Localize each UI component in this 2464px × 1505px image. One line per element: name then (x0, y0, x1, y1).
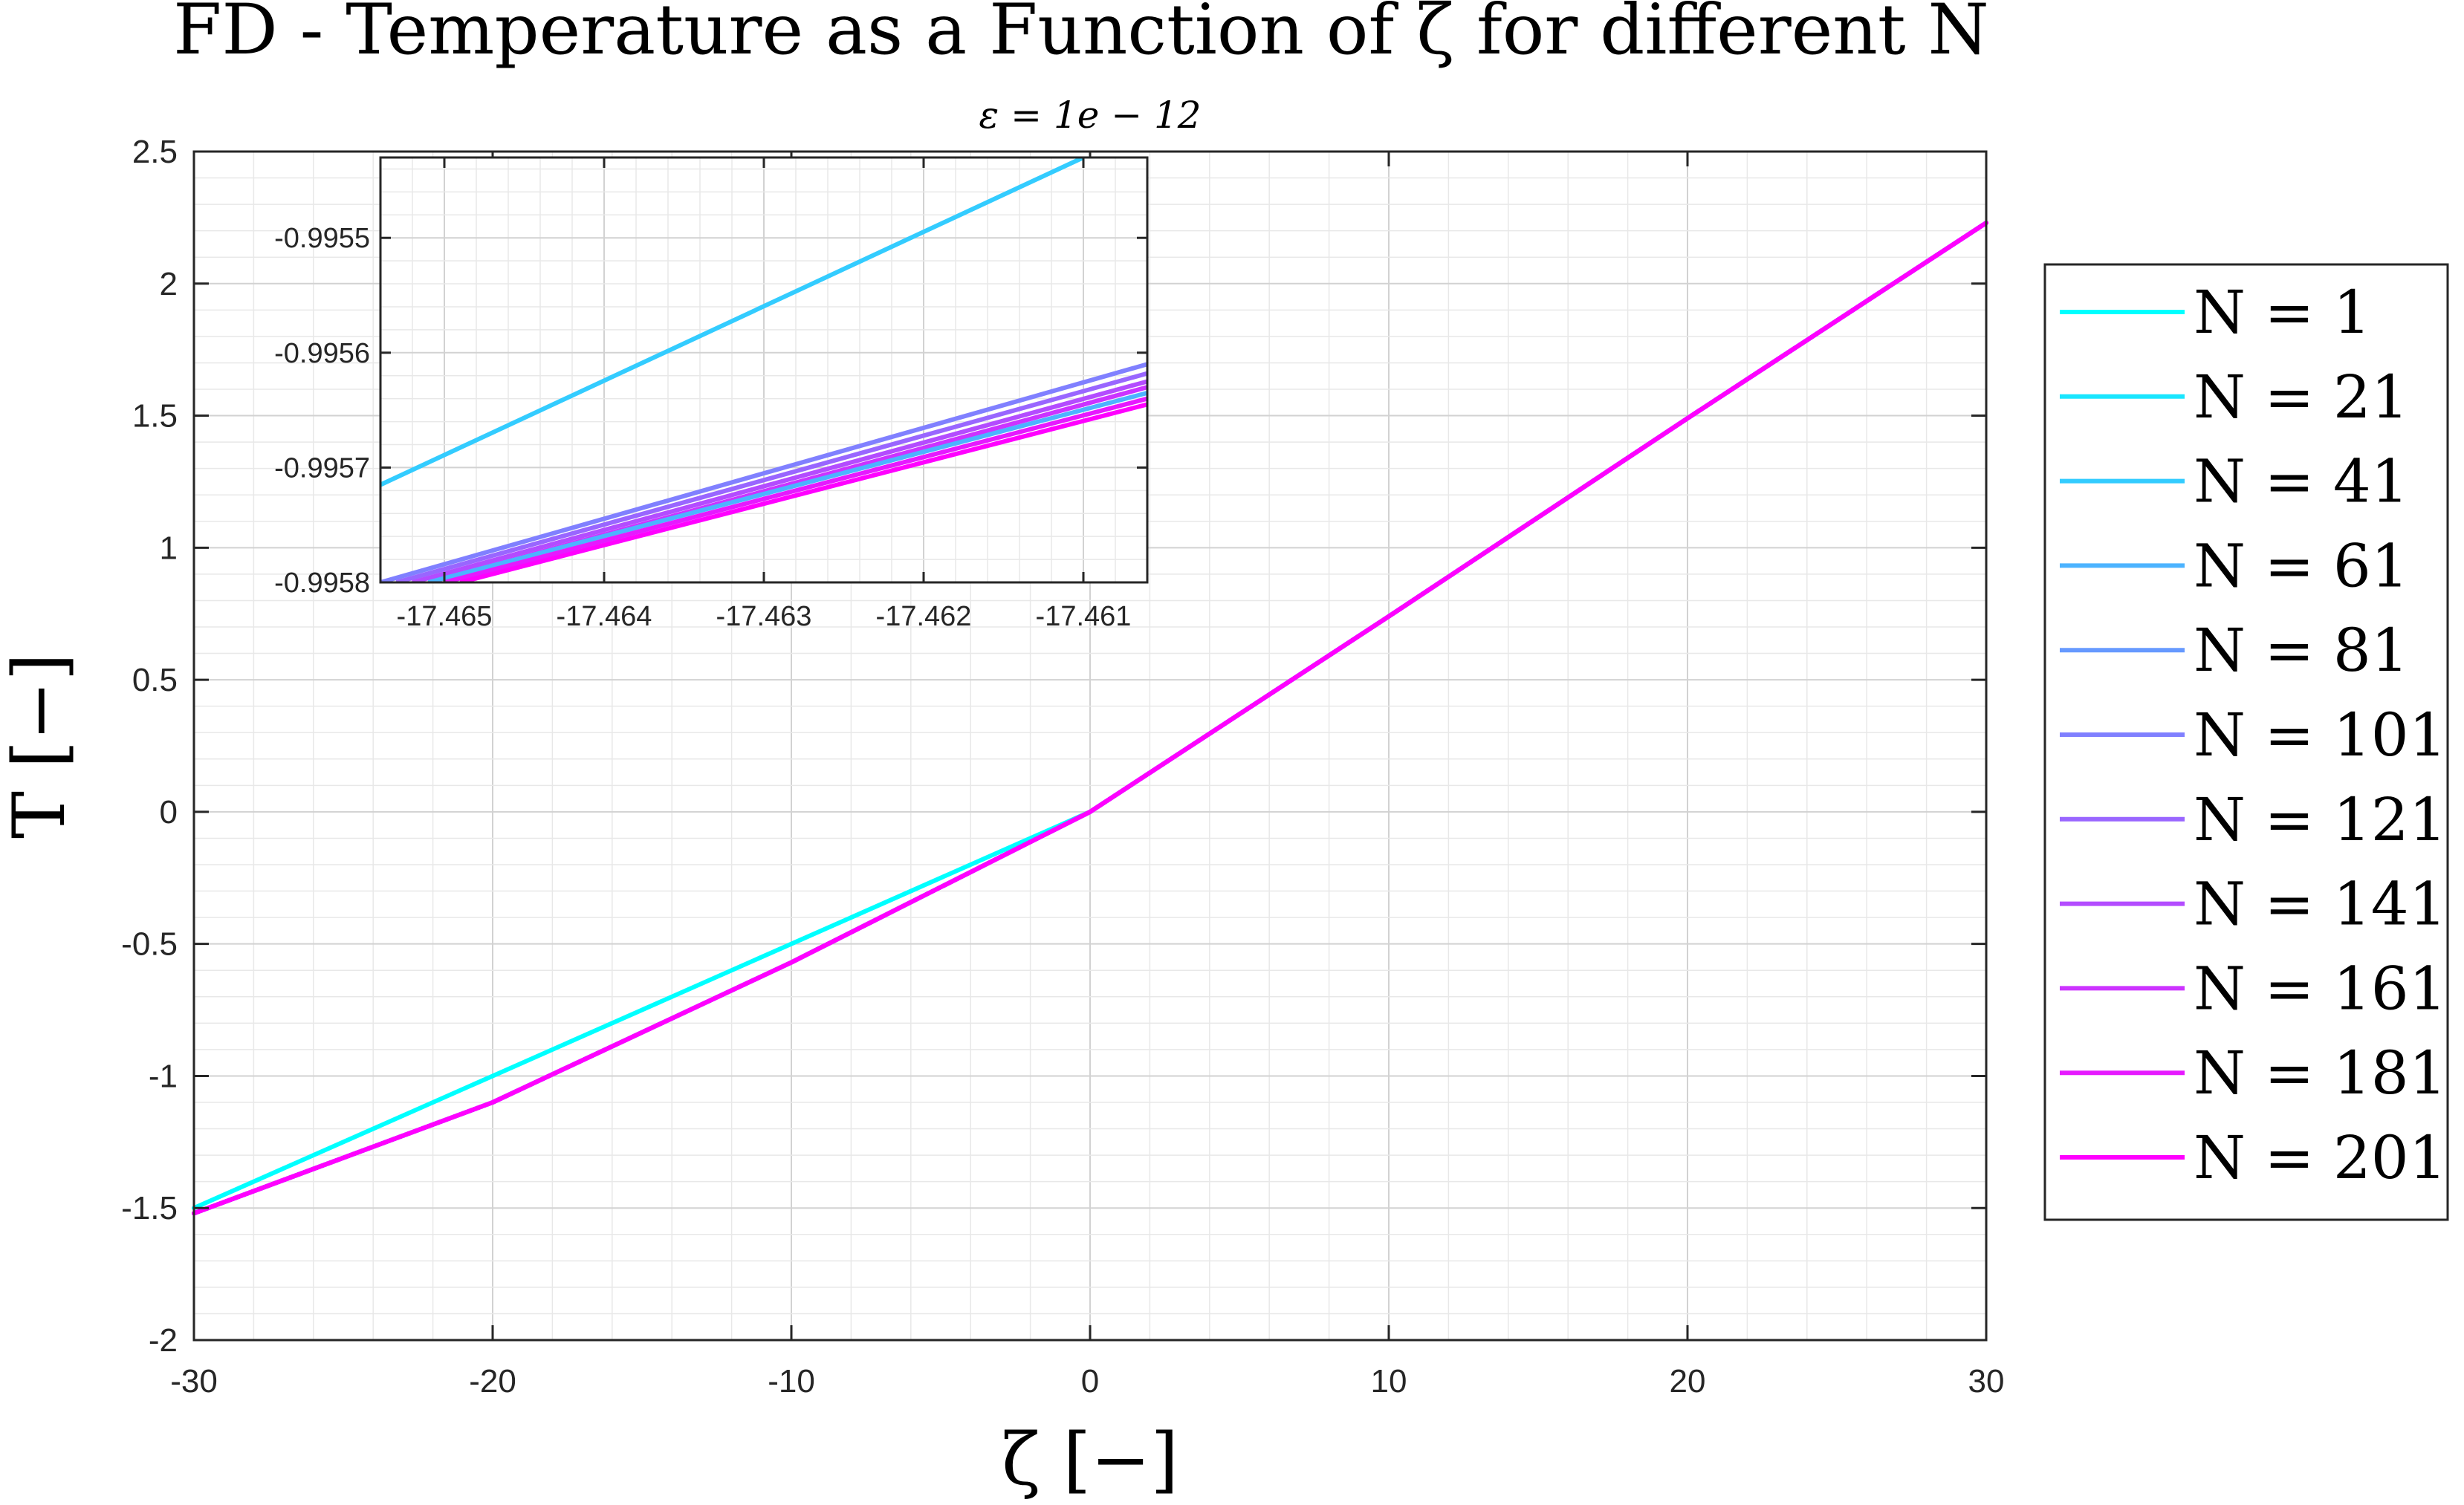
y-tick-label: 0.5 (132, 662, 178, 698)
y-tick-label: 2 (160, 266, 178, 302)
legend-label: N = 141 (2194, 870, 2447, 939)
chart-subtitle: ε = 1e − 12 (979, 94, 1201, 137)
legend-label: N = 101 (2194, 701, 2447, 770)
inset-x-tick-label: -17.463 (716, 601, 812, 632)
inset-plot-area: -17.465 -17.464 -17.463 -17.462 -17.461 -0.99… (274, 156, 1149, 632)
y-tick-label: 0 (160, 794, 178, 830)
x-tick-label: -20 (469, 1363, 516, 1400)
inset-series-line (459, 402, 1147, 582)
y-tick-label: -1.5 (121, 1190, 178, 1226)
y-tick-label: -1 (149, 1058, 178, 1094)
y-tick-label: 1.5 (132, 398, 178, 435)
x-tick-label: -10 (768, 1363, 815, 1400)
x-tick-label: 0 (1081, 1363, 1099, 1400)
legend-items: N = 1 N = 21 N = 41 N = 61 N = 81 N = 101 N = … (2060, 278, 2447, 1192)
legend-label: N = 1 (2194, 278, 2371, 347)
legend-label: N = 181 (2194, 1038, 2447, 1108)
main-ticks: -30 -20 -10 0 10 20 30 2.5 2 1.5 1 0.5 0 -0.5 -1 -1.5 -2 (121, 134, 2004, 1400)
x-tick-label: 10 (1371, 1363, 1407, 1400)
legend-label: N = 201 (2194, 1123, 2447, 1192)
chart-title: FD - Temperature as a Function of ζ for … (173, 0, 1989, 71)
y-tick-label: 1 (160, 530, 178, 566)
y-tick-label: -2 (149, 1322, 178, 1359)
legend-frame (2043, 263, 2449, 1221)
y-tick-label: -0.5 (121, 926, 178, 963)
inset-x-tick-label: -17.461 (1036, 601, 1132, 632)
series-line (192, 221, 1988, 1216)
inset-y-tick-label: -0.9958 (274, 568, 370, 599)
inset-y-tick-label: -0.9956 (274, 338, 370, 369)
inset-x-tick-label: -17.465 (397, 601, 493, 632)
inset-series-line (444, 396, 1147, 582)
inset-series-group (380, 157, 1147, 582)
x-tick-label: 30 (1968, 1363, 2005, 1400)
inset-series-line (427, 391, 1147, 582)
inset-x-tick-label: -17.464 (557, 601, 652, 632)
inset-series-clipped (380, 157, 1147, 582)
inset-y-tick-label: -0.9957 (274, 452, 370, 484)
x-axis-label: ζ [−] (1002, 1418, 1178, 1501)
legend-label: N = 61 (2194, 531, 2409, 600)
main-series-group (192, 221, 1988, 1216)
x-tick-label: 20 (1670, 1363, 1706, 1400)
inset-series-line (412, 379, 1147, 582)
legend-label: N = 21 (2194, 363, 2409, 432)
inset-x-tick-label: -17.462 (876, 601, 972, 632)
inset-series-line (380, 157, 1085, 487)
y-tick-label: 2.5 (132, 134, 178, 170)
x-tick-label: -30 (170, 1363, 218, 1400)
inset-series-line (380, 362, 1147, 582)
legend: N = 1 N = 21 N = 41 N = 61 N = 81 N = 101 N = … (2043, 263, 2449, 1221)
legend-label: N = 121 (2194, 785, 2447, 854)
inset-y-tick-label: -0.9955 (274, 223, 370, 254)
legend-label: N = 161 (2194, 954, 2447, 1023)
inset-ticks: -17.465 -17.464 -17.463 -17.462 -17.461 -0.99… (274, 157, 1147, 632)
legend-label: N = 41 (2194, 447, 2409, 516)
y-axis-label: T [−] (0, 653, 81, 839)
legend-label: N = 81 (2194, 616, 2409, 685)
inset-series-line (395, 371, 1147, 582)
